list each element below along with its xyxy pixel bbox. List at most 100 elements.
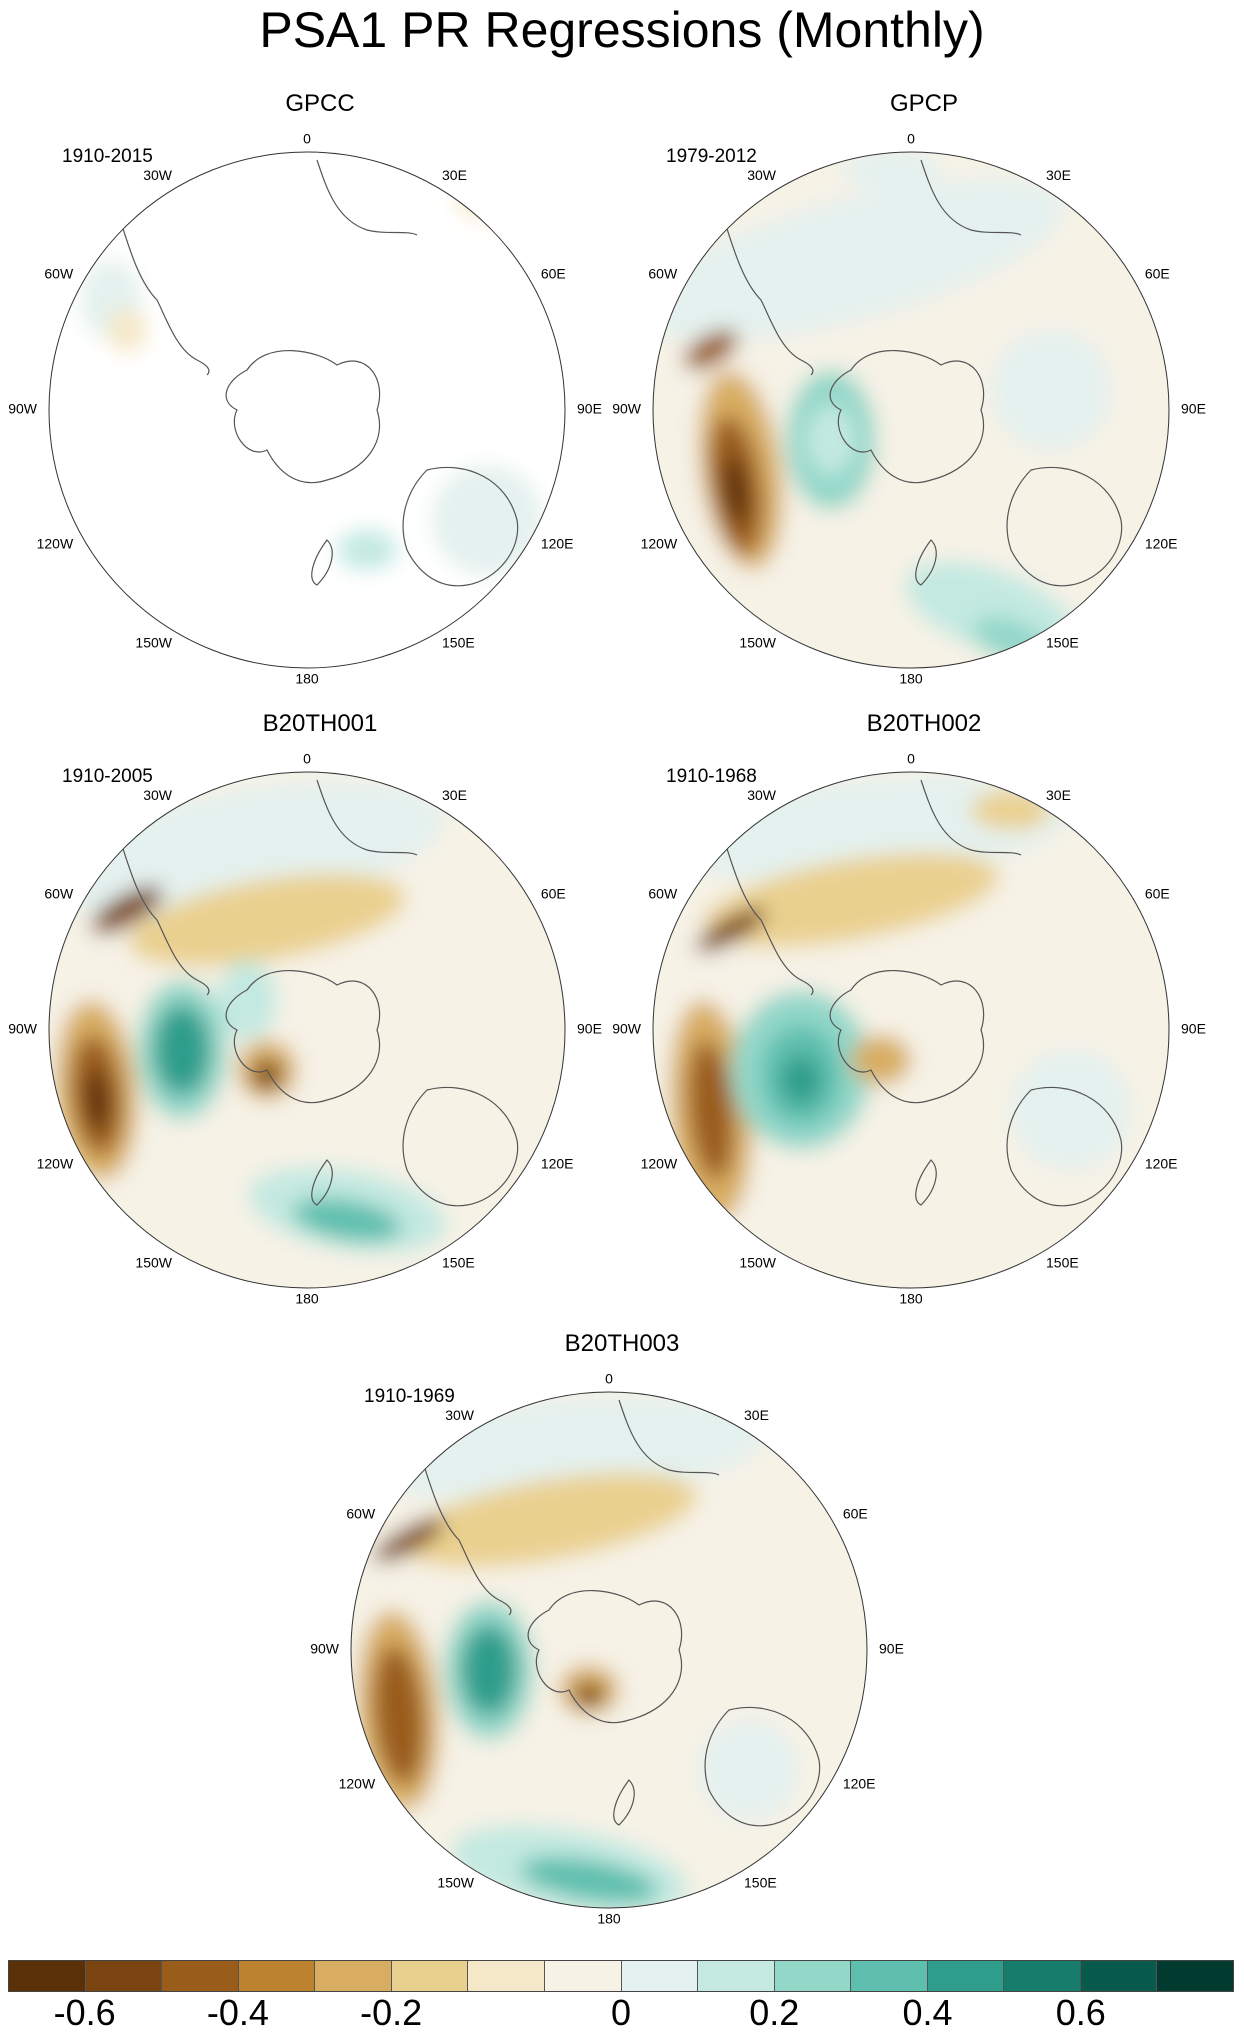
anomaly-region: [781, 1055, 821, 1105]
anomaly-region: [401, 1472, 697, 1568]
longitude-label: 150E: [1046, 635, 1079, 651]
period-label: 1979-2012: [666, 146, 757, 167]
anomaly-region: [991, 330, 1111, 450]
polar-map: 0 30E 60E 90E 120E 150E 180 150W 120W 90W 60W 30W: [612, 751, 1206, 1307]
map-boundary: [48, 151, 566, 669]
anomaly-region: [373, 1645, 425, 1785]
colorbar-tick-label: 0.6: [1055, 1992, 1106, 2033]
anomaly-region: [1011, 1050, 1131, 1170]
panel-title: GPCP: [889, 90, 958, 117]
colorbar-swatch: [1080, 1961, 1158, 1991]
anomaly-region: [461, 1625, 517, 1715]
colorbar: [8, 1960, 1234, 1992]
longitude-label: 150E: [1046, 1255, 1079, 1271]
anomaly-field: [351, 1392, 867, 1908]
panel-gpcc: GPCC 1910-2015 0 30E 60E 90E 120E 150E 180 150W…: [8, 90, 620, 710]
longitude-label: 90E: [1181, 1021, 1206, 1037]
longitude-label: 60E: [1145, 886, 1170, 902]
colorbar-tick-label: -0.4: [206, 1992, 269, 2033]
anomaly-region: [217, 960, 277, 1040]
longitude-label: 90E: [577, 1021, 602, 1037]
anomaly-region: [841, 152, 941, 190]
panel-b20th001: B20TH001 1910-2005 0 30E 60E 90E 120E 150E 180…: [8, 710, 620, 1330]
anomaly-field: [49, 772, 565, 1288]
colorbar-tick-label: 0.2: [749, 1992, 800, 2033]
polar-map: 0 30E 60E 90E 120E 150E 180 150W 120W 90W 60W 30W: [8, 751, 602, 1307]
longitude-label: 90W: [310, 1641, 340, 1657]
panel-b20th003: B20TH003 1910-1969 0 30E 60E 90E 120E 150E 180…: [310, 1330, 922, 1950]
map-boundary: [652, 771, 1170, 1289]
longitude-label: 90W: [612, 1021, 642, 1037]
anomaly-region: [806, 405, 856, 475]
anomaly-field: [49, 152, 565, 668]
anomaly-region: [373, 1517, 445, 1563]
longitude-label: 60W: [346, 1506, 376, 1522]
longitude-label: 150E: [442, 1255, 475, 1271]
longitude-label: 90E: [879, 1641, 904, 1657]
anomaly-region: [519, 1856, 659, 1904]
polar-map: 0 30E 60E 90E 120E 150E 180 150W 120W 90W 60W 30W: [310, 1371, 904, 1927]
longitude-label: 0: [303, 751, 311, 767]
anomaly-field: [653, 772, 1169, 1288]
longitude-label: 30W: [747, 167, 777, 183]
longitude-label: 0: [605, 1371, 613, 1387]
panel-b20th002: B20TH002 1910-1968 0 30E 60E 90E 120E 150E 180…: [612, 710, 1224, 1330]
longitude-label: 60E: [1145, 266, 1170, 282]
anomaly-region: [91, 886, 163, 934]
longitude-label: 0: [303, 131, 311, 147]
longitude-label: 120W: [641, 1156, 678, 1172]
colorbar-tick-label: 0: [610, 1992, 632, 2033]
colorbar-swatch: [621, 1961, 699, 1991]
colorbar-swatch: [698, 1961, 775, 1991]
longitude-label: 30W: [143, 167, 173, 183]
colorbar-swatch: [468, 1961, 545, 1991]
longitude-label: 120W: [37, 536, 74, 552]
longitude-label: 150W: [739, 1255, 776, 1271]
longitude-label: 180: [597, 1911, 621, 1927]
panel-title: B20TH003: [564, 1330, 680, 1357]
anomaly-region: [432, 465, 542, 575]
longitude-label: 30E: [442, 787, 467, 803]
longitude-label: 120E: [541, 536, 574, 552]
map-boundary: [652, 151, 1170, 669]
map-boundary: [48, 771, 566, 1289]
anomaly-region: [699, 1720, 799, 1820]
longitude-label: 120E: [541, 1156, 574, 1172]
longitude-label: 120E: [1145, 536, 1178, 552]
colorbar-swatch: [238, 1961, 316, 1991]
colorbar-swatch: [85, 1961, 163, 1991]
anomaly-region: [107, 308, 147, 352]
panel-title: B20TH001: [262, 710, 378, 737]
anomaly-region: [337, 530, 397, 570]
anomaly-field: [653, 152, 1169, 668]
longitude-label: 150W: [135, 1255, 172, 1271]
colorbar-tick-label: -0.2: [360, 1992, 423, 2033]
period-label: 1910-2015: [62, 146, 153, 167]
anomaly-region: [703, 852, 999, 948]
panel-title: B20TH002: [866, 710, 982, 737]
longitude-label: 60E: [541, 266, 566, 282]
figure-title: PSA1 PR Regressions (Monthly): [259, 2, 985, 58]
longitude-label: 150W: [739, 635, 776, 651]
longitude-label: 30W: [445, 1407, 475, 1423]
longitude-label: 120W: [339, 1776, 376, 1792]
anomaly-region: [84, 1070, 110, 1130]
longitude-label: 30E: [1046, 787, 1071, 803]
longitude-label: 120W: [641, 536, 678, 552]
anomaly-region: [688, 1040, 734, 1180]
longitude-label: 90E: [1181, 401, 1206, 417]
period-label: 1910-1968: [666, 766, 757, 787]
longitude-label: 120E: [1145, 1156, 1178, 1172]
longitude-label: 150E: [744, 1875, 777, 1891]
coastlines: [116, 159, 519, 587]
map-boundary: [350, 1391, 868, 1909]
longitude-label: 180: [899, 671, 923, 687]
coastlines: [720, 779, 1123, 1207]
colorbar-tick-label: 0.4: [902, 1992, 953, 2033]
longitude-label: 120E: [843, 1776, 876, 1792]
longitude-label: 150W: [135, 635, 172, 651]
longitude-label: 150W: [437, 1875, 474, 1891]
longitude-label: 180: [899, 1291, 923, 1307]
anomaly-region: [653, 178, 1065, 342]
coastlines: [418, 1399, 821, 1827]
